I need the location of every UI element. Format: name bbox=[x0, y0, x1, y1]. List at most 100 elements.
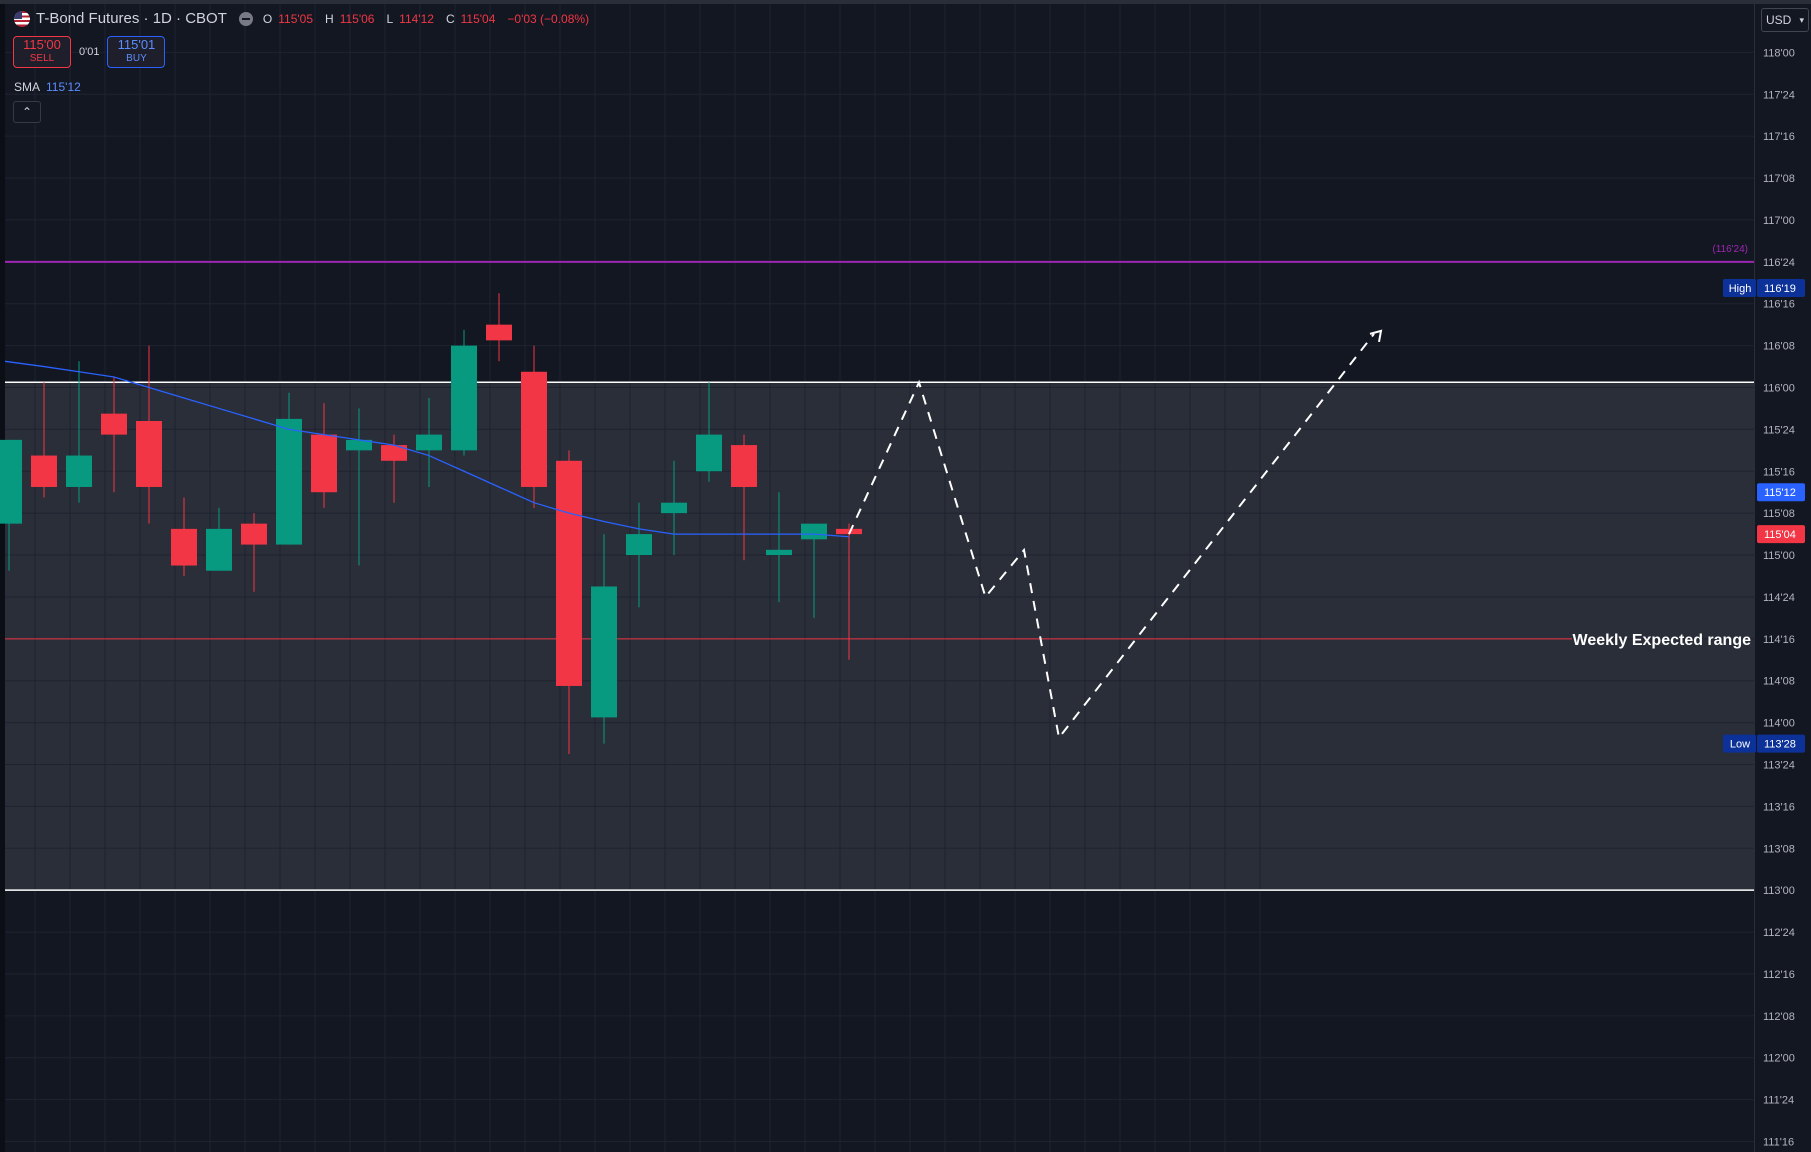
candle-body bbox=[381, 445, 407, 461]
projection-arrowhead bbox=[1369, 329, 1383, 343]
candle-body bbox=[101, 413, 127, 435]
y-tick-label: 112'16 bbox=[1763, 969, 1795, 981]
sma-line bbox=[4, 360, 850, 538]
axis-badge-tag bbox=[1723, 278, 1756, 297]
ohlc-high-key: H bbox=[325, 11, 334, 26]
top-border bbox=[0, 0, 1811, 4]
candle-body bbox=[626, 534, 652, 556]
y-tick-label: 115'08 bbox=[1763, 508, 1795, 520]
us-flag-icon bbox=[14, 10, 30, 27]
candle-body bbox=[521, 371, 547, 487]
resistance-label: (116'24) bbox=[1712, 244, 1748, 255]
sma-indicator-legend[interactable]: SMA 115'12 bbox=[14, 80, 81, 94]
axis-price-badge bbox=[1757, 525, 1805, 544]
sell-button[interactable]: 115'00 SELL bbox=[13, 36, 71, 68]
buy-price: 115'01 bbox=[117, 37, 156, 52]
trade-panel: 115'00 SELL 0'01 115'01 BUY bbox=[13, 36, 166, 68]
y-tick-label: 114'08 bbox=[1763, 676, 1795, 688]
y-tick-label: 113'00 bbox=[1763, 885, 1795, 897]
axis-price-badge-value: 115'04 bbox=[1764, 529, 1796, 541]
y-tick-label: 117'08 bbox=[1763, 173, 1795, 185]
currency-selector[interactable]: USD ▾ bbox=[1761, 8, 1809, 32]
collapse-legend-button[interactable]: ⌃ bbox=[13, 101, 41, 123]
candle-body bbox=[346, 439, 372, 451]
y-tick-label: 113'16 bbox=[1763, 801, 1795, 813]
y-tick-label: 117'00 bbox=[1763, 215, 1795, 227]
y-tick-label: 116'08 bbox=[1763, 341, 1795, 353]
candle-body bbox=[661, 502, 687, 514]
y-tick-label: 117'24 bbox=[1763, 89, 1795, 101]
chart-legend: T-Bond Futures · 1D · CBOT O 115'05 H 115'… bbox=[14, 10, 595, 27]
candle-body bbox=[171, 528, 197, 566]
y-tick-label: 114'16 bbox=[1763, 634, 1795, 646]
axis-price-badge-value: 113'28 bbox=[1764, 739, 1796, 751]
spread-value: 0'01 bbox=[79, 46, 100, 58]
y-tick-label: 118'00 bbox=[1763, 47, 1795, 59]
candle-body bbox=[766, 549, 792, 556]
ohlc-high-value: 115'06 bbox=[339, 11, 375, 26]
sell-price: 115'00 bbox=[23, 37, 61, 52]
ohlc-close-value: 115'04 bbox=[460, 11, 496, 26]
projection-path bbox=[848, 333, 1375, 741]
currency-label: USD bbox=[1766, 13, 1792, 27]
y-tick-label: 113'24 bbox=[1763, 760, 1795, 772]
y-tick-label: 115'16 bbox=[1763, 466, 1795, 478]
y-tick-label: 115'00 bbox=[1763, 550, 1795, 562]
y-tick-label: 112'24 bbox=[1763, 927, 1795, 939]
y-tick-label: 113'08 bbox=[1763, 843, 1795, 855]
expected-range-band bbox=[5, 382, 1754, 891]
candle-body bbox=[66, 455, 92, 487]
candle-body bbox=[836, 528, 862, 535]
ohlc-open-key: O bbox=[262, 11, 273, 26]
left-edge bbox=[0, 0, 5, 1152]
chevron-up-icon: ⌃ bbox=[21, 105, 33, 119]
axis-badge-tag-label: Low bbox=[1730, 739, 1750, 751]
y-tick-label: 116'24 bbox=[1763, 257, 1795, 269]
ohlc-close-key: C bbox=[445, 11, 455, 26]
candle-body bbox=[31, 455, 57, 487]
y-tick-label: 114'24 bbox=[1763, 592, 1795, 604]
sell-label: SELL bbox=[29, 53, 55, 64]
candle-body bbox=[801, 523, 827, 540]
candle-body bbox=[556, 460, 582, 686]
candle-body bbox=[416, 434, 442, 451]
axis-price-badge-value: 115'12 bbox=[1764, 487, 1796, 499]
price-axis: 111'16 111'24 112'00 112'08 112'16 112'24 113'… bbox=[1723, 0, 1811, 1152]
axis-price-badge bbox=[1757, 734, 1805, 753]
candle-body bbox=[696, 434, 722, 472]
candle-body bbox=[486, 324, 512, 341]
axis-price-badge bbox=[1757, 278, 1805, 297]
ohlc-low-key: L bbox=[386, 11, 394, 26]
price-change: −0'03 (−0.08%) bbox=[507, 11, 590, 26]
y-tick-label: 112'00 bbox=[1763, 1053, 1795, 1065]
candle-body bbox=[206, 528, 232, 571]
candle-body bbox=[731, 445, 757, 487]
ohlc-low-value: 114'12 bbox=[399, 11, 434, 26]
y-tick-label: 117'16 bbox=[1763, 131, 1795, 143]
sma-name: SMA bbox=[14, 80, 41, 94]
axis-badge-tag-label: High bbox=[1729, 283, 1752, 295]
candle-body bbox=[591, 586, 617, 718]
candle-body bbox=[276, 418, 302, 545]
y-tick-label: 112'08 bbox=[1763, 1011, 1795, 1023]
hide-indicator-icon[interactable] bbox=[238, 11, 253, 26]
candle-body bbox=[0, 439, 22, 524]
buy-label: BUY bbox=[126, 53, 147, 64]
y-tick-label: 111'24 bbox=[1763, 1095, 1794, 1107]
y-tick-label: 111'16 bbox=[1763, 1137, 1794, 1149]
candle-body bbox=[311, 434, 337, 493]
axis-price-badge bbox=[1757, 483, 1805, 502]
sma-value: 115'12 bbox=[46, 80, 81, 94]
y-tick-label: 116'00 bbox=[1763, 382, 1795, 394]
y-tick-label: 114'00 bbox=[1763, 718, 1795, 730]
candle-body bbox=[136, 421, 162, 487]
y-tick-label: 116'16 bbox=[1763, 299, 1795, 311]
candles bbox=[0, 293, 862, 755]
ohlc-open-value: 115'05 bbox=[278, 11, 314, 26]
chevron-down-icon: ▾ bbox=[1799, 14, 1804, 25]
buy-button[interactable]: 115'01 BUY bbox=[107, 36, 166, 68]
price-axis-background bbox=[1754, 0, 1811, 1152]
symbol-title[interactable]: T-Bond Futures · 1D · CBOT bbox=[36, 10, 227, 27]
candle-body bbox=[241, 523, 267, 545]
